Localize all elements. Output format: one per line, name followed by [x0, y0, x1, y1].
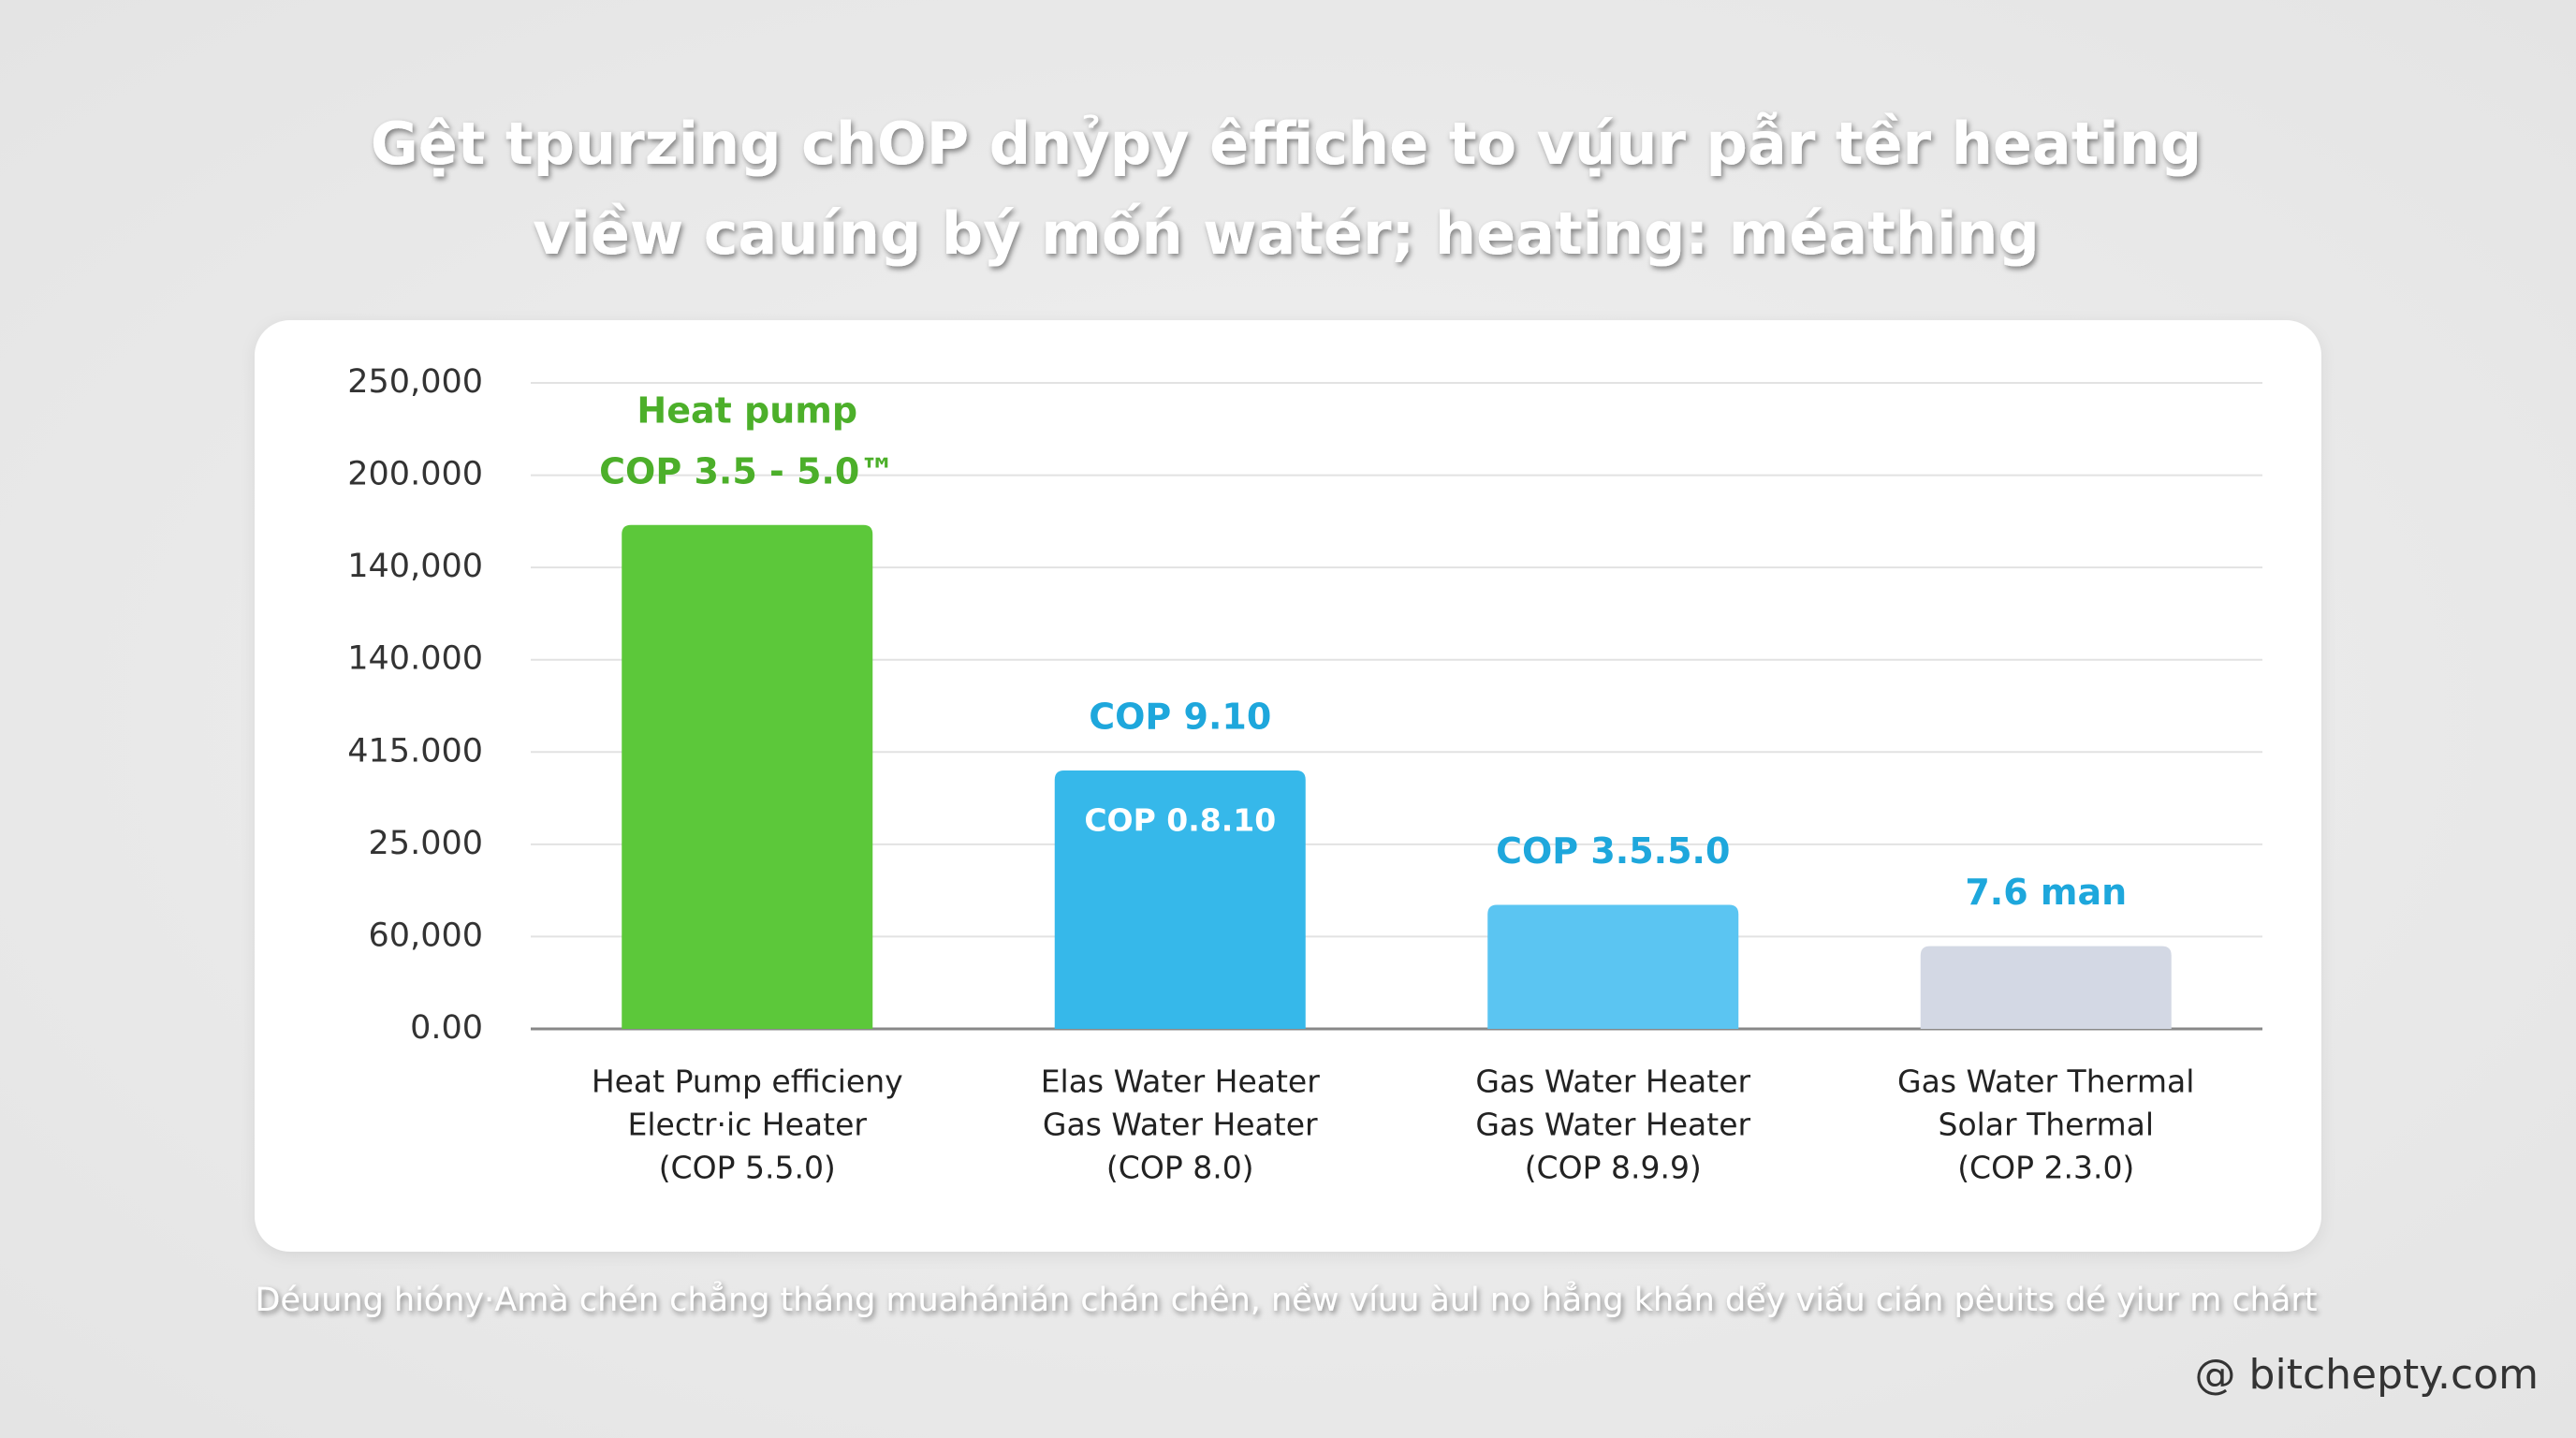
bar-annotation: 7.6 man	[1965, 872, 2127, 913]
x-tick-label: Heat Pump efficieny	[592, 1064, 903, 1100]
x-tick-label: (COP 8.0)	[1106, 1150, 1254, 1186]
x-tick-label: (COP 8.9.9)	[1525, 1150, 1702, 1186]
y-tick-label: 60,000	[369, 917, 483, 954]
x-tick-label: (COP 5.5.0)	[659, 1150, 836, 1186]
x-tick-label: Gas Water Heater	[1043, 1107, 1318, 1143]
bar	[1054, 770, 1306, 1029]
x-tick-label: Electr·ic Heater	[628, 1107, 868, 1143]
footnote: Déuung hióny·Amà chén chẳng tháng muahán…	[256, 1280, 2318, 1319]
bar-annotation: COP 9.10	[1089, 697, 1271, 738]
bar	[1920, 946, 2172, 1029]
y-tick-label: 415.000	[347, 732, 483, 770]
x-tick-label: Solar Thermal	[1939, 1107, 2154, 1143]
y-tick-label: 140,000	[347, 548, 483, 585]
bar-annotation: COP 0.8.10	[1084, 802, 1276, 839]
x-tick-label: Elas Water Heater	[1041, 1064, 1321, 1100]
bar-annotation: Heat pump	[637, 389, 857, 431]
y-tick-label: 25.000	[369, 825, 483, 862]
y-tick-label: 140.000	[347, 640, 483, 678]
x-tick-label: (COP 2.3.0)	[1957, 1150, 2134, 1186]
bar	[1487, 904, 1739, 1029]
y-tick-label: 0.00	[410, 1009, 483, 1047]
bar-annotation: COP 3.5 - 5.0™	[599, 450, 895, 492]
chart-title: viềw cauíng bý mốń watér; heating: méath…	[533, 199, 2040, 268]
bar-annotation: COP 3.5.5.0	[1496, 830, 1730, 872]
bar	[622, 524, 873, 1029]
x-tick-label: Gas Water Thermal	[1897, 1064, 2194, 1100]
watermark: @ bitchepty.com	[2195, 1351, 2539, 1399]
x-tick-label: Gas Water Heater	[1475, 1064, 1750, 1100]
y-tick-label: 200.000	[347, 456, 483, 493]
x-tick-label: Gas Water Heater	[1475, 1107, 1750, 1143]
chart-title: Gệt tpurzing chOP dnỷpy êffiche to vụ́ur…	[371, 110, 2202, 178]
y-tick-label: 250,000	[347, 363, 483, 401]
